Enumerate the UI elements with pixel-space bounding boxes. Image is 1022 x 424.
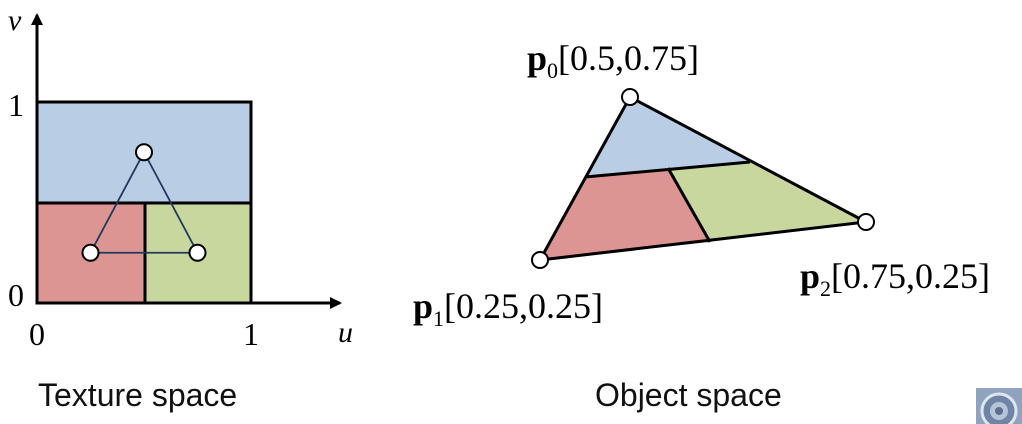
label-p2: p2[0.75,0.25] [800, 256, 990, 301]
texture-point-p2 [188, 243, 207, 262]
university-seal-icon [976, 388, 1022, 424]
texture-space-caption: Texture space [38, 377, 238, 413]
object-region-blue [585, 97, 750, 177]
texture-point-p1 [81, 243, 100, 262]
object-point-p0 [621, 88, 639, 106]
label-p0-subscript: 0 [547, 58, 558, 83]
object-triangle-outline [537, 94, 871, 262]
label-p0: p0[0.5,0.75] [527, 38, 699, 83]
texture-point-p0 [135, 143, 153, 162]
object-region-red [540, 168, 710, 260]
object-space-caption: Object space [595, 377, 782, 413]
label-p1-subscript: 1 [433, 306, 444, 331]
object-point-p1 [531, 251, 549, 269]
label-p2-coords: [0.75,0.25] [831, 256, 990, 296]
tick-u0-label: 0 [29, 316, 45, 352]
texture-space-panel: v u 1 0 0 1 [8, 4, 353, 352]
label-p1-coords: [0.25,0.25] [444, 286, 603, 326]
texture-triangle-edges [89, 150, 199, 254]
label-p1: p1[0.25,0.25] [413, 286, 603, 331]
object-split-lower [666, 167, 712, 243]
v-axis-label: v [8, 4, 22, 37]
tick-v1-label: 1 [8, 87, 24, 123]
label-p0-symbol: p [527, 38, 547, 78]
u-axis-label: u [338, 316, 353, 349]
tick-u1-label: 1 [243, 316, 259, 352]
label-p0-coords: [0.5,0.75] [558, 38, 699, 78]
object-point-p2 [857, 213, 875, 231]
label-p2-symbol: p [800, 256, 820, 296]
label-p2-subscript: 2 [820, 276, 831, 301]
tick-v0-label: 0 [8, 277, 24, 313]
texture-triangle [81, 143, 207, 262]
object-region-green [668, 162, 866, 242]
object-space-panel: p0[0.5,0.75] p1[0.25,0.25] p2[0.75,0.25] [413, 38, 990, 331]
label-p1-symbol: p [413, 286, 433, 326]
